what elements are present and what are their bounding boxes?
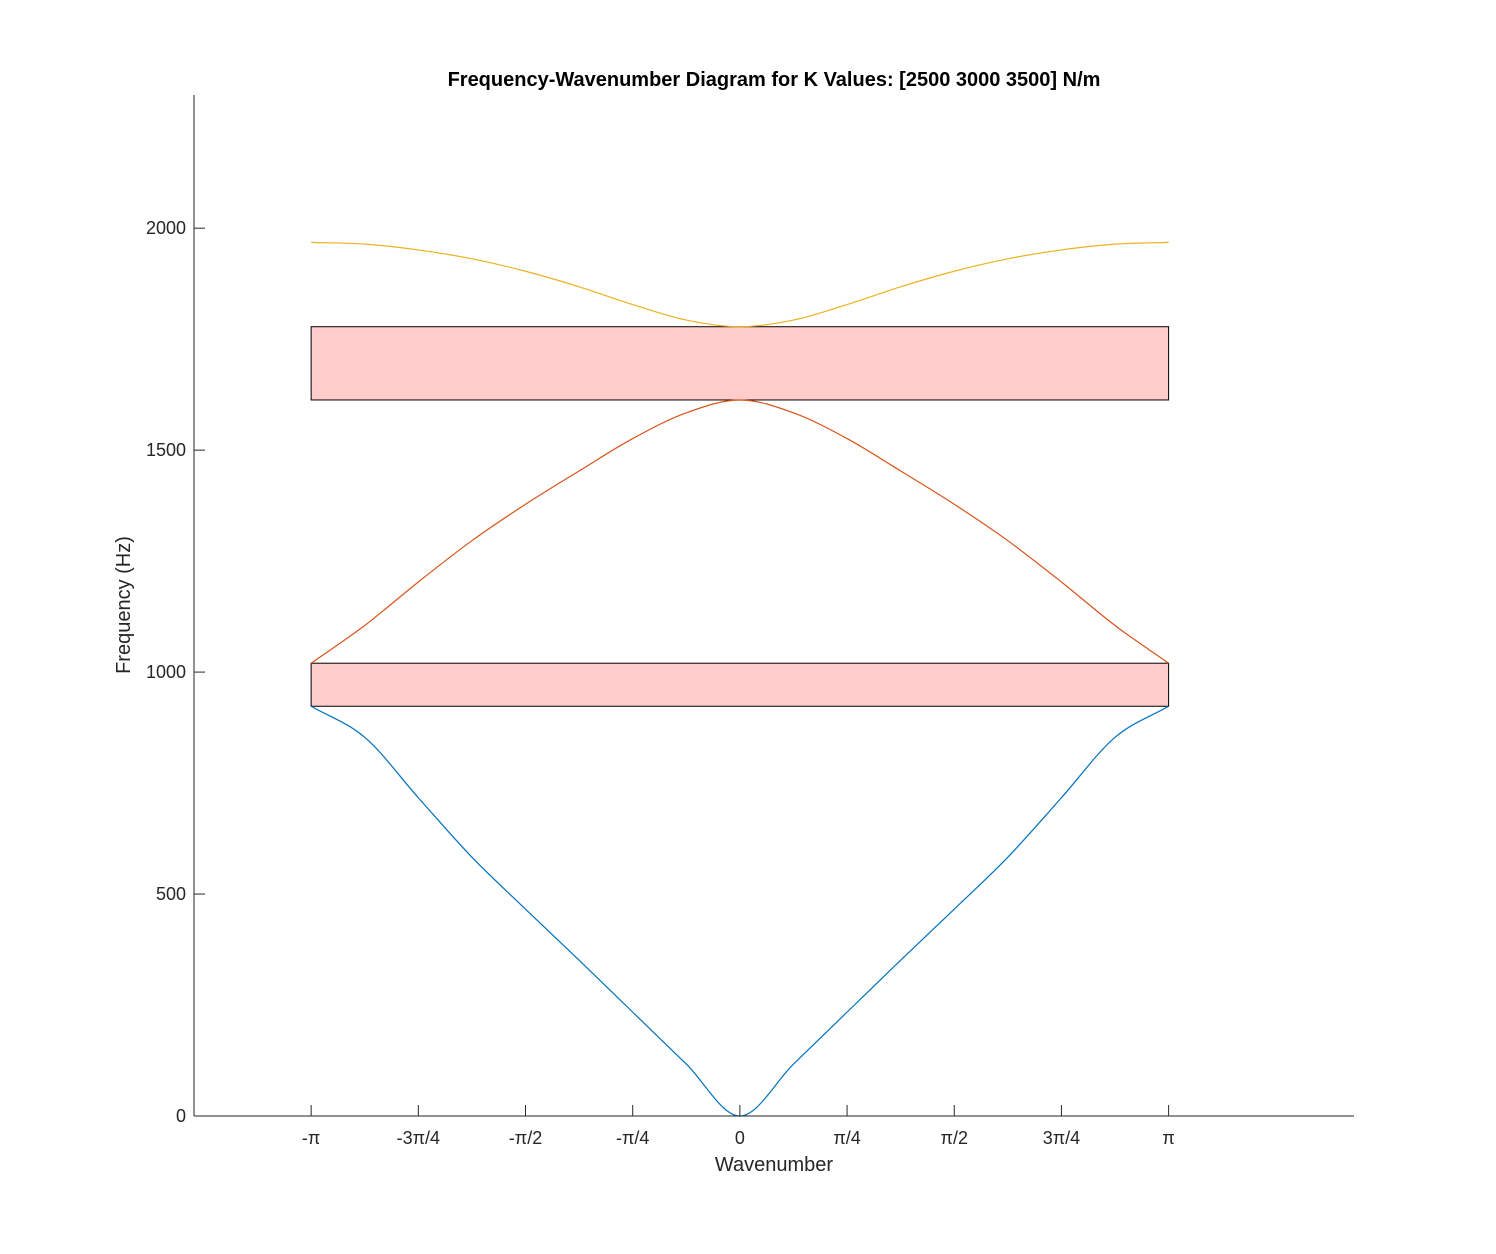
x-ticks: -π -3π/4 -π/2 -π/4 0 π/4 π/2 3π/4 π bbox=[302, 1105, 1175, 1148]
x-tick-label: π/2 bbox=[941, 1128, 968, 1148]
series-line-3 bbox=[311, 241, 1169, 328]
x-tick-label: π/4 bbox=[833, 1128, 860, 1148]
y-tick-label: 1000 bbox=[146, 662, 186, 682]
y-tick-label: 0 bbox=[176, 1106, 186, 1126]
y-ticks: 0 500 1000 1500 2000 bbox=[146, 218, 205, 1126]
band-gaps bbox=[310, 326, 1170, 707]
y-tick-label: 1500 bbox=[146, 440, 186, 460]
series-line-1 bbox=[310, 705, 1169, 1117]
band-gap-1 bbox=[310, 662, 1170, 707]
y-tick-label: 500 bbox=[156, 884, 186, 904]
x-tick-label: -3π/4 bbox=[397, 1128, 440, 1148]
y-axis-label: Frequency (Hz) bbox=[113, 536, 135, 674]
x-tick-label: 3π/4 bbox=[1043, 1128, 1080, 1148]
chart-title: Frequency-Wavenumber Diagram for K Value… bbox=[448, 69, 1101, 91]
plot-area: -π -3π/4 -π/2 -π/4 0 π/4 π/2 3π/4 π 0 500 1000 1500… bbox=[146, 95, 1354, 1148]
x-tick-label: -π/4 bbox=[616, 1128, 649, 1148]
x-axis-label: Wavenumber bbox=[715, 1154, 834, 1176]
x-tick-label: -π/2 bbox=[509, 1128, 542, 1148]
series-line-2 bbox=[310, 399, 1169, 664]
x-tick-label: -π bbox=[302, 1128, 320, 1148]
y-tick-label: 2000 bbox=[146, 218, 186, 238]
x-tick-label: 0 bbox=[735, 1128, 745, 1148]
band-gap-2 bbox=[310, 326, 1170, 401]
x-tick-label: π bbox=[1162, 1128, 1174, 1148]
